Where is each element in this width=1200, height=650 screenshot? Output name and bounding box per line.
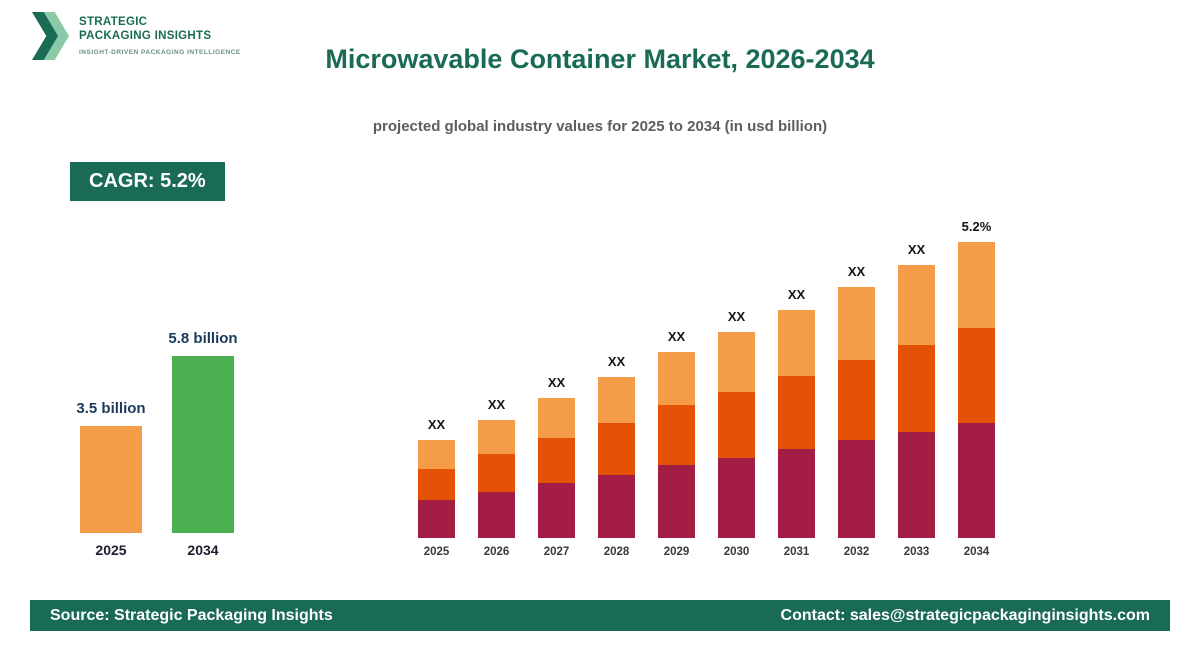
bar-value-label: XX [787,287,806,302]
bar-value-label: XX [727,309,746,324]
bar-value-label: XX [667,329,686,344]
logo-line1: STRATEGIC [79,16,148,28]
growth-summary-chart: 3.5 billion 2025 5.8 billion 2034 [76,330,237,558]
summary-year-label: 2034 [187,542,219,558]
bar-year-label: 2031 [783,546,810,558]
bar-value-label: XX [607,354,626,369]
bar-segment-bottom-2032 [838,440,875,538]
bar-segment-middle-2034 [958,328,995,423]
cagr-badge: CAGR: 5.2% [70,162,225,201]
summary-bar-group-2034: 5.8 billion 2034 [168,330,237,558]
bar-year-label: 2027 [543,546,570,558]
bar-year-label: 2025 [423,546,450,558]
bar-segment-top-2028 [598,377,635,423]
bar-segment-middle-2029 [658,405,695,465]
bar-year-label: 2030 [723,546,750,558]
summary-bar-2034 [172,356,234,533]
bar-segment-top-2034 [958,242,995,328]
bar-segment-top-2027 [538,398,575,438]
yearly-stacked-bar-chart: XX 2025 XX 2026 XX 2027 XX 2028 XX 2029 XX 2030 XX 20… [418,219,995,558]
logo: STRATEGIC PACKAGING INSIGHTS INSIGHT-DRI… [32,12,241,60]
page-subtitle: projected global industry values for 202… [372,118,828,135]
footer-contact: Contact: sales@strategicpackaginginsight… [780,606,1150,624]
stacked-bar-group-2033: XX 2033 [898,242,935,558]
bar-year-label: 2034 [963,546,990,558]
summary-value-label: 5.8 billion [168,330,238,347]
bar-segment-bottom-2025 [418,500,455,538]
page-title: Microwavable Container Market, 2026-2034 [325,44,875,74]
stacked-bar-group-2026: XX 2026 [478,397,515,558]
summary-year-label: 2025 [95,542,127,558]
bar-segment-middle-2030 [718,392,755,458]
bar-segment-bottom-2028 [598,475,635,538]
summary-bar-group-2025: 3.5 billion 2025 [76,400,145,558]
bar-segment-bottom-2031 [778,449,815,538]
bar-segment-top-2033 [898,265,935,345]
bar-segment-bottom-2033 [898,432,935,538]
bar-segment-middle-2027 [538,438,575,483]
stacked-bar-group-2028: XX 2028 [598,354,635,558]
bar-segment-top-2030 [718,332,755,392]
bar-segment-middle-2026 [478,454,515,492]
bar-value-label: XX [907,242,926,257]
stacked-bar-group-2034: 5.2% 2034 [958,219,995,558]
stacked-bar-group-2027: XX 2027 [538,375,575,558]
bar-year-label: 2026 [483,546,510,558]
bar-segment-middle-2025 [418,469,455,500]
bar-value-label: XX [547,375,566,390]
bar-segment-bottom-2030 [718,458,755,538]
bar-segment-top-2026 [478,420,515,454]
stacked-bar-group-2030: XX 2030 [718,309,755,558]
stacked-bar-group-2031: XX 2031 [778,287,815,558]
bar-value-label: XX [487,397,506,412]
bar-segment-top-2031 [778,310,815,376]
bar-segment-middle-2031 [778,376,815,449]
footer-source: Source: Strategic Packaging Insights [50,606,333,624]
bar-year-label: 2033 [903,546,930,558]
footer-bar: Source: Strategic Packaging Insights Con… [30,600,1170,631]
bar-segment-bottom-2034 [958,423,995,538]
bar-segment-top-2025 [418,440,455,469]
bar-segment-middle-2032 [838,360,875,440]
bar-year-label: 2032 [843,546,870,558]
bar-segment-middle-2028 [598,423,635,475]
summary-bar-2025 [80,426,142,533]
bar-segment-bottom-2027 [538,483,575,538]
bar-year-label: 2029 [663,546,690,558]
summary-value-label: 3.5 billion [76,400,146,417]
logo-tagline: INSIGHT-DRIVEN PACKAGING INTELLIGENCE [79,48,241,56]
bar-segment-middle-2033 [898,345,935,432]
bar-segment-top-2029 [658,352,695,405]
bar-segment-top-2032 [838,287,875,360]
logo-chevron-icon [32,12,70,60]
logo-text: STRATEGIC PACKAGING INSIGHTS INSIGHT-DRI… [79,12,241,56]
bar-segment-bottom-2029 [658,465,695,538]
stacked-bar-group-2032: XX 2032 [838,264,875,558]
logo-line2: PACKAGING INSIGHTS [79,30,212,43]
bar-value-label: 5.2% [961,219,992,234]
bar-value-label: XX [427,417,446,432]
bar-segment-bottom-2026 [478,492,515,538]
stacked-bar-group-2025: XX 2025 [418,417,455,558]
bar-value-label: XX [847,264,866,279]
stacked-bar-group-2029: XX 2029 [658,329,695,558]
bar-year-label: 2028 [603,546,630,558]
